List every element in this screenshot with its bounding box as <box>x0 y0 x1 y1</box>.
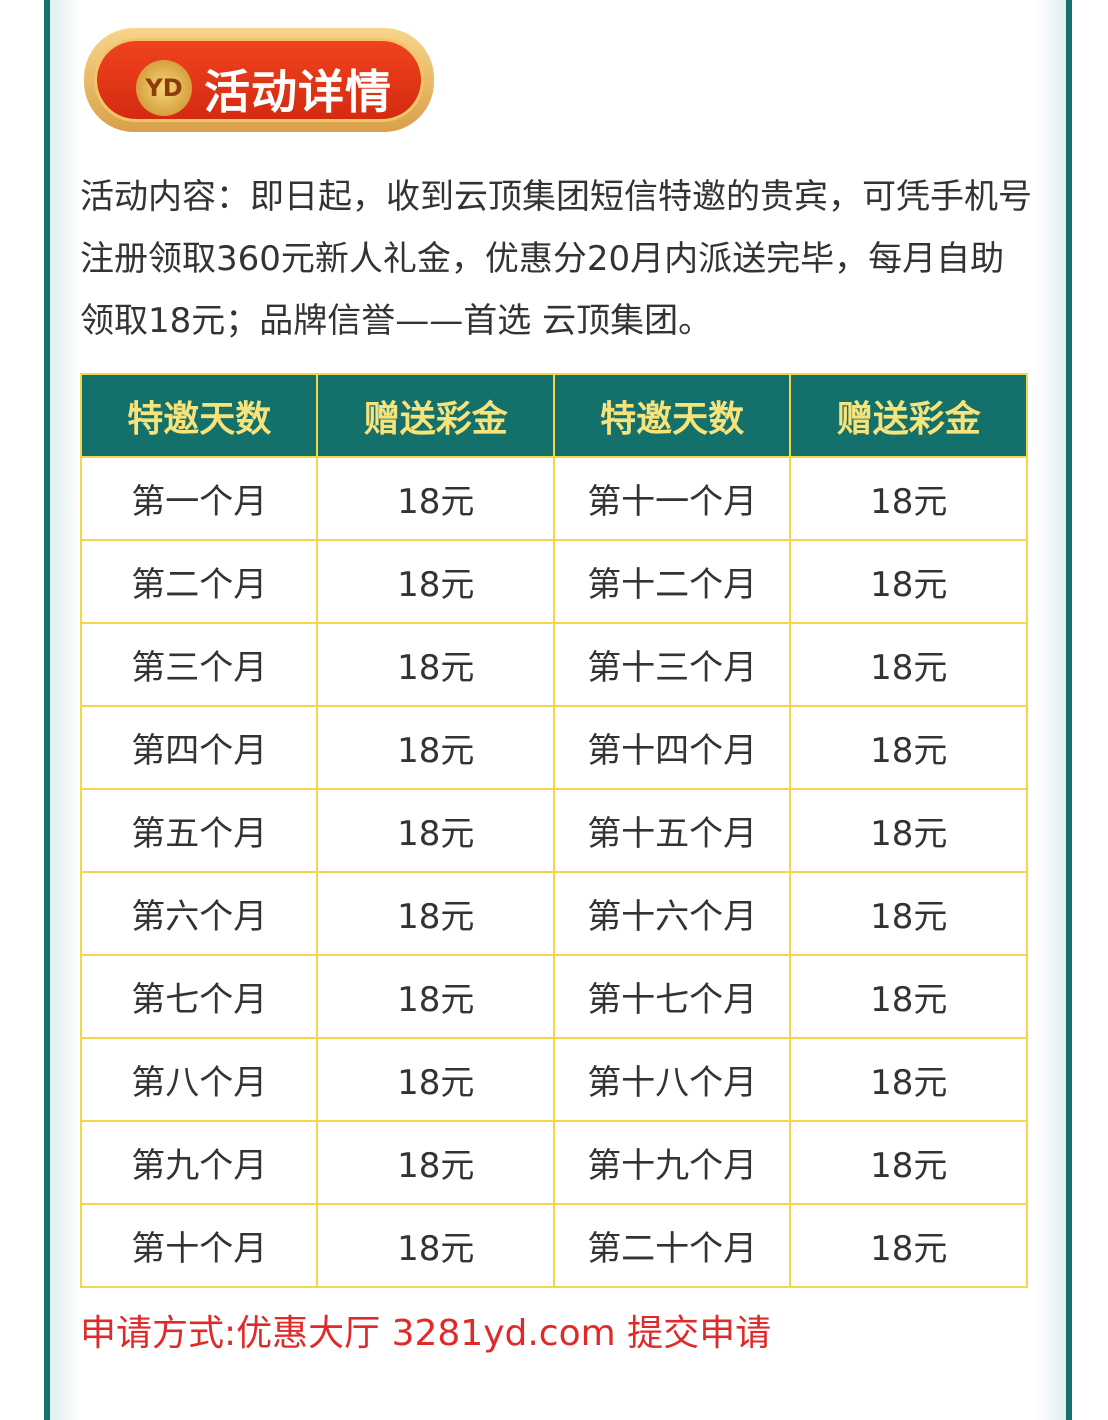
month-cell: 第十八个月 <box>552 1037 792 1122</box>
month-cell: 第五个月 <box>79 788 319 873</box>
banner-body <box>94 38 424 122</box>
month-cell: 第十九个月 <box>552 1120 792 1205</box>
table-row: 第八个月 18元 第十八个月 18元 <box>79 1037 1028 1122</box>
bonus-cell: 18元 <box>789 622 1028 707</box>
bonus-cell: 18元 <box>316 705 555 790</box>
month-cell: 第八个月 <box>79 1037 319 1122</box>
table-row: 第七个月 18元 第十七个月 18元 <box>79 954 1028 1039</box>
bonus-cell: 18元 <box>789 1203 1028 1288</box>
month-cell: 第十七个月 <box>552 954 792 1039</box>
column-header: 特邀天数 <box>552 373 792 458</box>
bonus-cell: 18元 <box>316 1037 555 1122</box>
column-header: 赠送彩金 <box>789 373 1028 458</box>
activity-description: 活动内容：即日起，收到云顶集团短信特邀的贵宾，可凭手机号注册领取360元新人礼金… <box>80 177 1032 341</box>
month-cell: 第十四个月 <box>552 705 792 790</box>
table-row: 第十个月 18元 第二十个月 18元 <box>79 1203 1028 1288</box>
column-header: 赠送彩金 <box>316 373 555 458</box>
bonus-cell: 18元 <box>316 1120 555 1205</box>
table-row: 第三个月 18元 第十三个月 18元 <box>79 622 1028 707</box>
month-cell: 第十三个月 <box>552 622 792 707</box>
month-cell: 第二个月 <box>79 539 319 624</box>
month-cell: 第七个月 <box>79 954 319 1039</box>
column-header: 特邀天数 <box>79 373 319 458</box>
reward-table: 特邀天数 赠送彩金 特邀天数 赠送彩金 第一个月 18元 第十一个月 18元 第二个月 18元第… <box>79 373 1028 1288</box>
brand-logo-icon: YD <box>136 60 192 116</box>
table-row: 第六个月 18元 第十六个月 18元 <box>79 871 1028 956</box>
table-row: 第四个月 18元 第十四个月 18元 <box>79 705 1028 790</box>
banner-title: 活动详情 <box>204 65 392 119</box>
table-row: 第五个月 18元 第十五个月 18元 <box>79 788 1028 873</box>
bonus-cell: 18元 <box>316 788 555 873</box>
bonus-cell: 18元 <box>316 1203 555 1288</box>
apply-instructions: 申请方式:优惠大厅 3281yd.com 提交申请 <box>80 1313 772 1354</box>
activity-banner: YD 活动详情 <box>84 20 434 132</box>
table-header-row: 特邀天数 赠送彩金 特邀天数 赠送彩金 <box>79 373 1028 458</box>
bonus-cell: 18元 <box>789 954 1028 1039</box>
table-row: 第二个月 18元 第十二个月 18元 <box>79 539 1028 624</box>
month-cell: 第十个月 <box>79 1203 319 1288</box>
table-row: 第一个月 18元 第十一个月 18元 <box>79 456 1028 541</box>
month-cell: 第四个月 <box>79 705 319 790</box>
month-cell: 第六个月 <box>79 871 319 956</box>
month-cell: 第一个月 <box>79 456 319 541</box>
bonus-cell: 18元 <box>789 871 1028 956</box>
bonus-cell: 18元 <box>789 456 1028 541</box>
bonus-cell: 18元 <box>316 622 555 707</box>
month-cell: 第十五个月 <box>552 788 792 873</box>
bonus-cell: 18元 <box>789 705 1028 790</box>
table-row: 第九个月 18元 第十九个月 18元 <box>79 1120 1028 1205</box>
bonus-cell: 18元 <box>789 1037 1028 1122</box>
bonus-cell: 18元 <box>789 788 1028 873</box>
month-cell: 第二十个月 <box>552 1203 792 1288</box>
bonus-cell: 18元 <box>316 456 555 541</box>
bonus-cell: 18元 <box>316 871 555 956</box>
month-cell: 第三个月 <box>79 622 319 707</box>
bonus-cell: 18元 <box>316 539 555 624</box>
month-cell: 第十二个月 <box>552 539 792 624</box>
bonus-cell: 18元 <box>316 954 555 1039</box>
month-cell: 第十六个月 <box>552 871 792 956</box>
bonus-cell: 18元 <box>789 539 1028 624</box>
bonus-cell: 18元 <box>789 1120 1028 1205</box>
month-cell: 第十一个月 <box>552 456 792 541</box>
month-cell: 第九个月 <box>79 1120 319 1205</box>
